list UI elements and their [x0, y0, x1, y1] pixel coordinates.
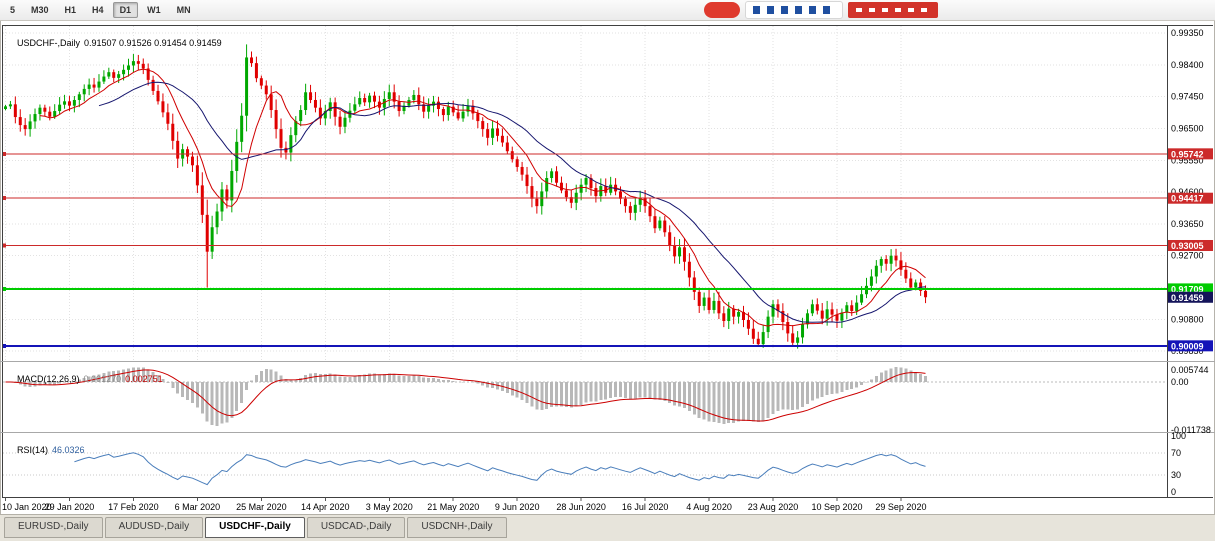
rsi-axis-label: 70 [1171, 448, 1181, 458]
chart-title: USDCHF-,Daily 0.91507 0.91526 0.91454 0.9… [7, 28, 226, 58]
macd-axis[interactable]: 0.005744 0.00 -0.011738 [1171, 365, 1211, 435]
rsi-axis[interactable]: 100 70 30 0 [1171, 431, 1186, 497]
price-scale-label: 0.99350 [1171, 28, 1204, 38]
time-scale-label: 29 Sep 2020 [875, 502, 926, 512]
time-scale-label: 21 May 2020 [427, 502, 479, 512]
tab-usdcnh-daily[interactable]: USDCNH-,Daily [407, 517, 507, 538]
price-tag-0-93005: 0.93005 [1168, 239, 1213, 251]
level-anchor-marker [2, 151, 6, 156]
time-scale-label: 6 Mar 2020 [175, 502, 221, 512]
time-scale-label: 10 Sep 2020 [811, 502, 862, 512]
macd-indicator-name: MACD(12,26,9) [17, 374, 80, 384]
chart-frame [2, 25, 1213, 498]
time-scale-label: 3 May 2020 [366, 502, 413, 512]
price-scale-label: 0.93650 [1171, 219, 1204, 229]
timeframe-button-5[interactable]: 5 [10, 5, 16, 15]
price-scale-label: 0.96500 [1171, 123, 1204, 133]
rsi-indicator-name: RSI(14) [17, 445, 49, 455]
price-scale-label: 0.90800 [1171, 314, 1204, 324]
time-scale-label: 16 Jul 2020 [622, 502, 669, 512]
macd-histogram [8, 367, 928, 426]
timeframe-button-h4[interactable]: H4 [92, 5, 104, 15]
level-anchor-marker [2, 286, 6, 291]
rsi-axis-label: 100 [1171, 431, 1186, 441]
timeframe-button-mn[interactable]: MN [176, 5, 191, 15]
moving-averages [39, 68, 926, 327]
horizontal-level-lines[interactable] [2, 151, 1167, 348]
time-scale-label: 17 Feb 2020 [108, 502, 159, 512]
time-scale-label: 4 Aug 2020 [686, 502, 732, 512]
time-scale-label: 23 Aug 2020 [748, 502, 799, 512]
macd-axis-label: -0.011738 [1171, 425, 1211, 435]
chart-ohlc-values: 0.91507 0.91526 0.91454 0.91459 [84, 38, 222, 48]
grid-lines [3, 26, 1167, 360]
timeframe-button-w1[interactable]: W1 [147, 5, 161, 15]
rsi-axis-label: 30 [1171, 470, 1181, 480]
price-tag-0-91709: 0.91709 [1168, 283, 1213, 295]
price-scale-label: 0.98400 [1171, 60, 1204, 70]
price-scale-label: 0.95550 [1171, 155, 1204, 165]
level-anchor-marker [2, 243, 6, 248]
svg-text:0.94417: 0.94417 [1171, 194, 1204, 204]
macd-signal-line [5, 369, 926, 422]
timeframe-button-d1[interactable]: D1 [112, 2, 139, 18]
macd-main-value: 0.001270 [83, 374, 122, 384]
tab-usdcad-daily[interactable]: USDCAD-,Daily [306, 517, 406, 538]
time-scale-label: 28 Jun 2020 [556, 502, 606, 512]
price-tag-0-95742: 0.95742 [1168, 148, 1213, 159]
time-scale-label: 14 Apr 2020 [301, 502, 350, 512]
time-scale-label: 10 Jan 2020 [2, 502, 52, 512]
chart-symbol-label: USDCHF-,Daily [17, 38, 81, 48]
rsi-axis-label: 0 [1171, 487, 1176, 497]
time-scale-label: 29 Jan 2020 [45, 502, 95, 512]
price-scale-label: 0.97450 [1171, 92, 1204, 102]
tab-eurusd-daily[interactable]: EURUSD-,Daily [4, 517, 103, 538]
price-tags: 0.95742 0.94417 0.93005 0.91709 0.90009 0.914… [1168, 148, 1213, 352]
chart-area[interactable]: 0.99350 0.98400 0.97450 0.96500 0.95550 0.946… [0, 21, 1215, 514]
tab-audusd-daily[interactable]: AUDUSD-,Daily [104, 517, 204, 538]
svg-text:0.93005: 0.93005 [1171, 241, 1204, 251]
timeframe-toolbar: 5 M30 H1 H4 D1 W1 MN [0, 0, 1215, 21]
watermark-logo [704, 1, 938, 19]
price-scale[interactable]: 0.99350 0.98400 0.97450 0.96500 0.95550 0.946… [1171, 28, 1204, 356]
svg-text:0.91459: 0.91459 [1171, 293, 1204, 303]
macd-signal-value: 0.002751 [125, 374, 163, 384]
rsi-label: RSI(14) 46.0326 [7, 435, 89, 465]
tab-usdchf-daily[interactable]: USDCHF-,Daily [205, 517, 305, 538]
svg-text:0.91709: 0.91709 [1171, 284, 1204, 294]
macd-label: MACD(12,26,9) 0.001270 0.002751 [7, 364, 167, 394]
price-tag-0-94417: 0.94417 [1168, 192, 1213, 204]
price-tag-0-90009: 0.90009 [1168, 340, 1213, 352]
rsi-line [74, 452, 926, 486]
rsi-value: 46.0326 [52, 445, 85, 455]
watermark-red-oval [704, 2, 740, 18]
price-scale-label: 0.92700 [1171, 251, 1204, 261]
svg-text:0.90009: 0.90009 [1171, 341, 1204, 351]
macd-axis-label: 0.005744 [1171, 365, 1209, 375]
chart-tabs-bar: EURUSD-,Daily AUDUSD-,Daily USDCHF-,Daily U… [0, 514, 1215, 541]
time-scale-label: 25 Mar 2020 [236, 502, 287, 512]
candlesticks [4, 44, 928, 349]
svg-text:0.95742: 0.95742 [1171, 149, 1204, 159]
price-scale-label: 0.94600 [1171, 187, 1204, 197]
timeframe-button-h1[interactable]: H1 [64, 5, 77, 15]
pane-splitters[interactable] [0, 361, 1215, 433]
watermark-red-badge [848, 2, 938, 18]
timeframe-button-group: 5 M30 H1 H4 D1 W1 MN [2, 2, 199, 18]
time-scale-label: 9 Jun 2020 [495, 502, 540, 512]
watermark-white-badge [745, 1, 843, 19]
level-anchor-marker [2, 343, 6, 348]
level-anchor-marker [2, 196, 6, 201]
timeframe-button-m30[interactable]: M30 [31, 5, 49, 15]
rsi-level-lines [3, 452, 1167, 476]
macd-axis-label: 0.00 [1171, 377, 1189, 387]
price-tag-0-91459: 0.91459 [1168, 291, 1213, 303]
